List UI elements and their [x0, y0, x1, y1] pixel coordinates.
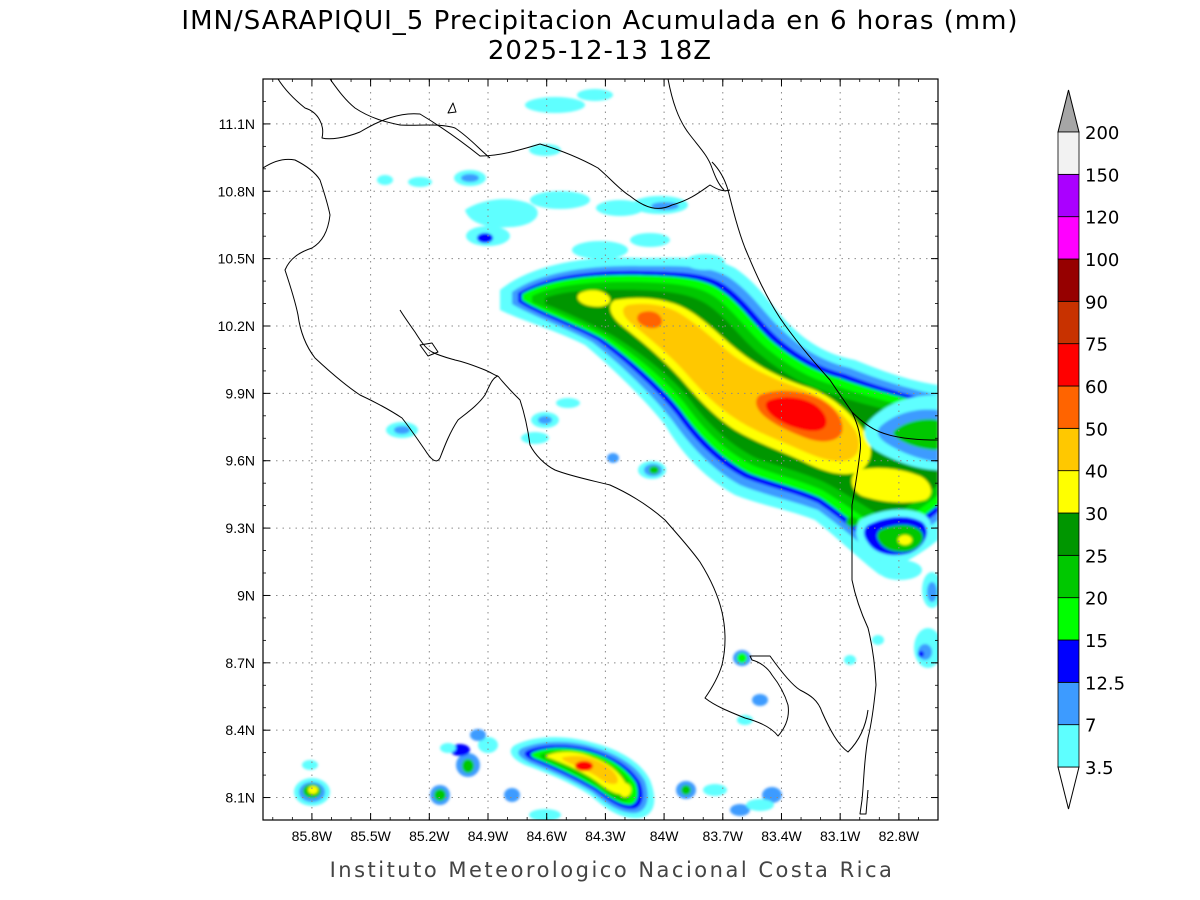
colorbar-label: 50 — [1085, 419, 1108, 440]
colorbar-label: 12.5 — [1085, 673, 1125, 694]
nicoya-gulf-shore — [399, 309, 499, 377]
colorbar-label: 200 — [1085, 123, 1119, 144]
map-gridlines — [263, 79, 938, 820]
precip-core-yellow-east — [851, 468, 932, 503]
lon-tick-label: 84.3W — [585, 828, 626, 844]
precip-scattered-south — [294, 729, 782, 820]
colorbar-swatch-120 — [1057, 173, 1080, 218]
pacific-coast-central — [497, 375, 869, 753]
lat-tick-label: 8.4N — [225, 722, 255, 738]
colorbar-swatch-100 — [1057, 216, 1080, 260]
colorbar-label: 60 — [1085, 377, 1108, 398]
precip-core-red — [765, 397, 827, 432]
colorbar-swatch-7 — [1057, 681, 1080, 726]
latitude-labels: 11.1N 10.8N 10.5N 10.2N 9.9N 9.6N 9.3N 9N 8.7N 8.… — [218, 116, 255, 806]
colorbar-label: 75 — [1085, 335, 1108, 356]
nicoya-island — [419, 342, 439, 357]
precip-core-orange-west — [637, 311, 663, 329]
pacific-coast-guanacaste — [263, 158, 499, 462]
precip-southern-band — [510, 737, 655, 819]
nicaragua-caribbean-coast — [667, 79, 725, 191]
colorbar-swatch-50 — [1057, 385, 1080, 429]
colorbar-label: 7 — [1085, 716, 1096, 737]
lat-tick-label: 10.5N — [218, 251, 255, 267]
colorbar-label: 25 — [1085, 546, 1108, 567]
lon-tick-label: 83.7W — [703, 828, 744, 844]
colorbar-swatch-150 — [1057, 131, 1080, 175]
colorbar-swatch-30 — [1057, 470, 1080, 514]
colorbar-swatch-40 — [1057, 427, 1080, 472]
lat-tick-label: 8.7N — [225, 655, 255, 671]
lon-tick-label: 84.9W — [468, 828, 509, 844]
colorbar-label: 15 — [1085, 631, 1108, 652]
lake-nicaragua-shore — [329, 79, 491, 159]
colorbar-label: 3.5 — [1085, 758, 1114, 779]
colorbar-arrow-low — [1057, 766, 1080, 810]
precipitation-field — [294, 89, 938, 820]
colorbar-swatch-75 — [1057, 300, 1080, 345]
institution-credit: Instituto Meteorologico Nacional Costa R… — [330, 858, 895, 882]
lon-tick-label: 83.1W — [820, 828, 861, 844]
lon-tick-label: 85.8W — [292, 828, 333, 844]
lat-tick-label: 8.1N — [225, 790, 255, 806]
colorbar-swatch-15 — [1057, 597, 1080, 641]
lat-tick-label: 9.3N — [225, 520, 255, 536]
precip-core-yellow-west — [577, 290, 611, 307]
colorbar-swatch-60 — [1057, 343, 1080, 387]
precip-scattered-north — [377, 89, 725, 270]
precip-east-edge — [846, 395, 938, 668]
lon-tick-label: 82.8W — [879, 828, 920, 844]
nicaragua-border-north — [277, 79, 731, 209]
colorbar-label: 100 — [1085, 250, 1119, 271]
precip-scattered-central — [386, 398, 884, 725]
map-panel: 85.8W 85.5W 85.2W 84.9W 84.6W 84.3W 84W 83.7W 83… — [218, 78, 939, 844]
lon-tick-label: 84W — [650, 828, 680, 844]
lat-tick-label: 9.6N — [225, 453, 255, 469]
colorbar-label: 30 — [1085, 504, 1108, 525]
lon-tick-label: 85.2W — [409, 828, 450, 844]
map-axis-ticks — [263, 78, 939, 821]
longitude-labels: 85.8W 85.5W 85.2W 84.9W 84.6W 84.3W 84W 83.7W 83… — [292, 828, 920, 844]
precipitation-colorbar: 3.5 7 12.5 15 20 25 30 40 50 60 75 90 100 120 150 200 — [1057, 89, 1125, 810]
colorbar-swatch-12.5 — [1057, 639, 1080, 683]
colorbar-label: 20 — [1085, 589, 1108, 610]
map-subtitle-datetime: 2025-12-13 18Z — [488, 36, 712, 66]
panama-border — [851, 411, 877, 815]
colorbar-label: 90 — [1085, 292, 1108, 313]
coastlines-and-borders — [263, 79, 938, 815]
colorbar-swatch-20 — [1057, 554, 1080, 599]
lat-tick-label: 10.8N — [218, 183, 255, 199]
colorbar-label: 40 — [1085, 462, 1108, 483]
lat-tick-label: 9N — [237, 587, 255, 603]
map-frame — [262, 78, 939, 821]
colorbar-swatch-3.5 — [1057, 724, 1080, 768]
colorbar-label: 120 — [1085, 208, 1119, 229]
lon-tick-label: 83.4W — [761, 828, 802, 844]
caribbean-coast-costa-rica — [711, 161, 938, 441]
colorbar-swatch-90 — [1057, 258, 1080, 302]
lat-tick-label: 9.9N — [225, 385, 255, 401]
north-islet — [447, 102, 457, 114]
colorbar-label: 150 — [1085, 165, 1119, 186]
lon-tick-label: 84.6W — [526, 828, 567, 844]
lon-tick-label: 85.5W — [350, 828, 391, 844]
lat-tick-label: 11.1N — [219, 116, 255, 132]
lat-tick-label: 10.2N — [218, 318, 255, 334]
map-title: IMN/SARAPIQUI_5 Precipitacion Acumulada … — [181, 6, 1018, 36]
colorbar-arrow-high — [1057, 89, 1080, 133]
colorbar-swatch-25 — [1057, 512, 1080, 556]
